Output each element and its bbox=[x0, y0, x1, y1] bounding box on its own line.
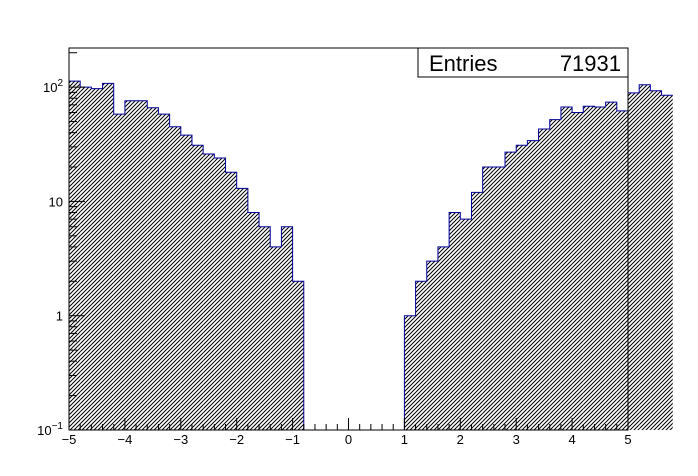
histogram-bar bbox=[191, 145, 204, 430]
x-tick-label: −5 bbox=[62, 432, 77, 447]
histogram-bar bbox=[169, 126, 181, 430]
histogram-bar bbox=[281, 226, 293, 430]
histogram-bar bbox=[225, 172, 237, 431]
x-tick-label: 0 bbox=[345, 432, 352, 447]
histogram-bar bbox=[136, 100, 148, 431]
histogram-bar bbox=[505, 152, 517, 431]
x-tick-label: 4 bbox=[568, 432, 575, 447]
histogram-bar bbox=[437, 246, 450, 430]
x-tick-label: 2 bbox=[457, 432, 464, 447]
stats-entries-value: 71931 bbox=[560, 51, 621, 76]
x-tick-label: −2 bbox=[229, 432, 244, 447]
y-tick-label: 1 bbox=[56, 309, 63, 324]
histogram-bar bbox=[404, 315, 416, 430]
histogram-bar bbox=[527, 140, 539, 430]
histogram-bars bbox=[69, 80, 673, 431]
histogram-bar bbox=[124, 100, 137, 431]
y-tick-label: 10 bbox=[49, 194, 63, 209]
histogram-bar bbox=[549, 119, 561, 430]
x-tick-label: 5 bbox=[624, 432, 631, 447]
histogram-bar bbox=[516, 145, 528, 430]
histogram-bar bbox=[270, 246, 282, 430]
histogram-bar bbox=[91, 88, 103, 430]
histogram-bar bbox=[180, 135, 192, 430]
histogram-bar bbox=[203, 153, 215, 431]
histogram-bar bbox=[449, 212, 461, 430]
histogram-bar bbox=[628, 92, 640, 430]
histogram-bar bbox=[616, 110, 628, 431]
x-tick-label: −4 bbox=[117, 432, 132, 447]
y-tick-label: 102 bbox=[43, 78, 63, 95]
histogram-bar bbox=[158, 114, 170, 430]
histogram-bar bbox=[102, 83, 114, 431]
histogram-bar bbox=[471, 192, 483, 430]
histogram-bar bbox=[650, 90, 662, 430]
histogram-bar bbox=[236, 188, 248, 430]
histogram-bar bbox=[460, 219, 472, 430]
histogram-bar bbox=[80, 87, 92, 431]
x-tick-label: −1 bbox=[285, 432, 300, 447]
histogram-bar bbox=[147, 107, 159, 430]
stats-box: Entries 71931 bbox=[417, 47, 629, 78]
histogram-bar bbox=[639, 84, 651, 431]
histogram-bar bbox=[69, 81, 81, 431]
histogram-bar bbox=[572, 112, 584, 430]
histogram-bar bbox=[605, 102, 617, 431]
y-tick-label: 10−1 bbox=[37, 421, 63, 438]
histogram-bar bbox=[214, 157, 226, 431]
stats-box-border bbox=[417, 47, 629, 78]
histogram-bar bbox=[661, 95, 673, 430]
histogram-bar bbox=[583, 106, 595, 430]
x-axis: −5 −4 −3 −2 −1 0 1 2 3 4 5 bbox=[62, 418, 632, 447]
histogram-bar bbox=[594, 107, 606, 431]
histogram-bar bbox=[493, 167, 506, 431]
histogram-bar bbox=[292, 281, 304, 430]
histogram-bar bbox=[247, 212, 260, 430]
histogram-bar bbox=[482, 167, 494, 431]
histogram-bar bbox=[415, 281, 427, 430]
histogram-bar bbox=[113, 114, 125, 430]
histogram-bar bbox=[259, 226, 271, 430]
x-tick-label: −3 bbox=[173, 432, 188, 447]
stats-entries-label: Entries bbox=[429, 51, 497, 76]
histogram-bar bbox=[426, 261, 438, 430]
x-tick-label: 3 bbox=[513, 432, 520, 447]
histogram-bar bbox=[538, 129, 550, 430]
y-axis: 10−1 1 10 102 bbox=[37, 52, 85, 438]
x-tick-label: 1 bbox=[401, 432, 408, 447]
histogram-bar bbox=[560, 107, 573, 431]
